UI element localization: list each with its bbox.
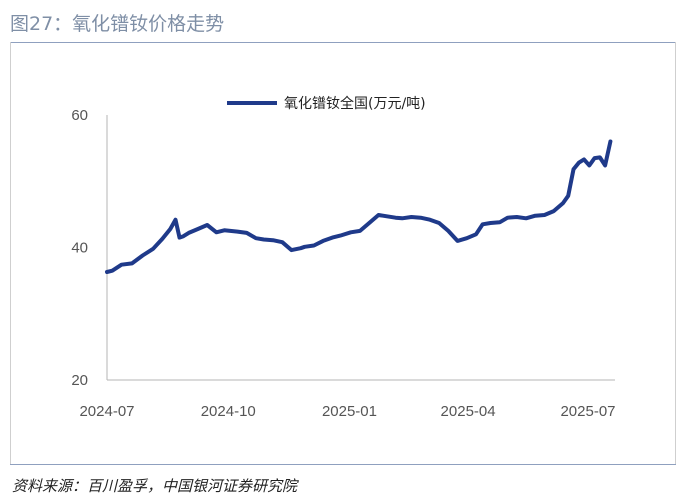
- x-tick-label: 2024-10: [201, 403, 256, 420]
- legend-label: 氧化镨钕全国(万元/吨): [284, 95, 426, 112]
- y-tick-label: 40: [71, 240, 88, 257]
- x-tick-label: 2024-07: [79, 403, 134, 420]
- figure-title: 图27：氧化镨钕价格走势: [10, 13, 225, 35]
- title-divider: [10, 42, 676, 43]
- y-tick-label: 60: [71, 107, 88, 124]
- series-line: [105, 139, 613, 274]
- chart-frame: [10, 42, 676, 464]
- x-axis: 2024-07 2024-10 2025-01 2025-04 2025-07: [79, 379, 616, 420]
- source-note: 资料来源：百川盈孚，中国银河证券研究院: [12, 477, 298, 495]
- x-tick-label: 2025-07: [560, 403, 615, 420]
- legend: 氧化镨钕全国(万元/吨): [227, 95, 426, 112]
- x-tick-label: 2025-04: [441, 403, 496, 420]
- source-divider: [10, 464, 676, 465]
- x-tick-label: 2025-01: [322, 403, 377, 420]
- y-tick-label: 20: [71, 372, 88, 389]
- y-axis: 20 40 60: [71, 107, 108, 389]
